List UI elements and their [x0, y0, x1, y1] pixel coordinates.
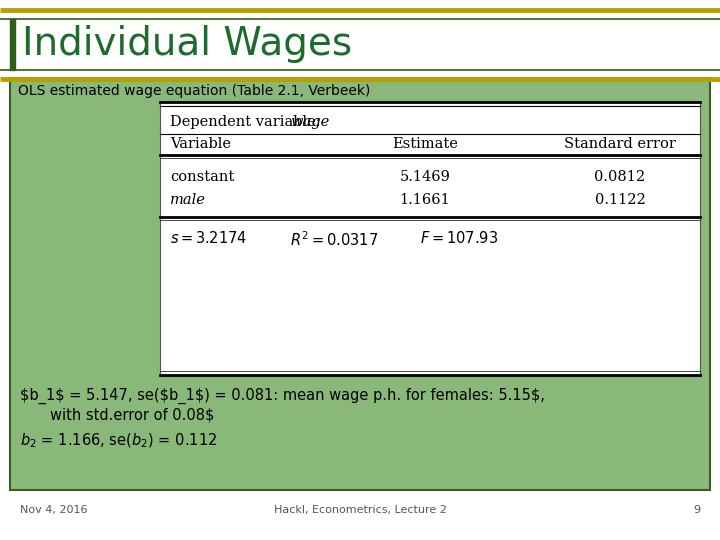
Text: $R^2 = 0.0317$: $R^2 = 0.0317$	[290, 230, 378, 249]
Text: OLS estimated wage equation (Table 2.1, Verbeek): OLS estimated wage equation (Table 2.1, …	[18, 84, 370, 98]
Bar	[10, 19, 15, 70]
Bar	[160, 102, 700, 375]
Text: $F = 107.93$: $F = 107.93$	[420, 230, 498, 246]
Text: constant: constant	[170, 170, 234, 184]
Text: 0.0812: 0.0812	[595, 170, 646, 184]
Text: $s = 3.2174$: $s = 3.2174$	[170, 230, 247, 246]
Text: Nov 4, 2016: Nov 4, 2016	[20, 505, 88, 515]
Text: Standard error: Standard error	[564, 137, 676, 151]
Text: 0.1122: 0.1122	[595, 193, 645, 207]
Text: male: male	[170, 193, 206, 207]
Text: wage: wage	[290, 115, 329, 129]
Text: $b_2$ = 1.166, se($b_2$) = 0.112: $b_2$ = 1.166, se($b_2$) = 0.112	[20, 432, 217, 450]
Text: Hackl, Econometrics, Lecture 2: Hackl, Econometrics, Lecture 2	[274, 505, 446, 515]
Text: with std.error of 0.08$: with std.error of 0.08$	[50, 408, 215, 423]
Text: Dependent variable:: Dependent variable:	[170, 115, 325, 129]
Text: Individual Wages: Individual Wages	[22, 25, 352, 63]
Text: 1.1661: 1.1661	[400, 193, 451, 207]
Text: Variable: Variable	[170, 137, 231, 151]
Text: 5.1469: 5.1469	[400, 170, 451, 184]
Bar	[10, 78, 710, 490]
Text: Estimate: Estimate	[392, 137, 458, 151]
Text: $b_1$ = 5.147, se($b_1$) = 0.081: mean wage p.h. for females: 5.15$,: $b_1$ = 5.147, se($b_1$) = 0.081: mean w…	[20, 388, 545, 404]
Text: 9: 9	[693, 505, 700, 515]
